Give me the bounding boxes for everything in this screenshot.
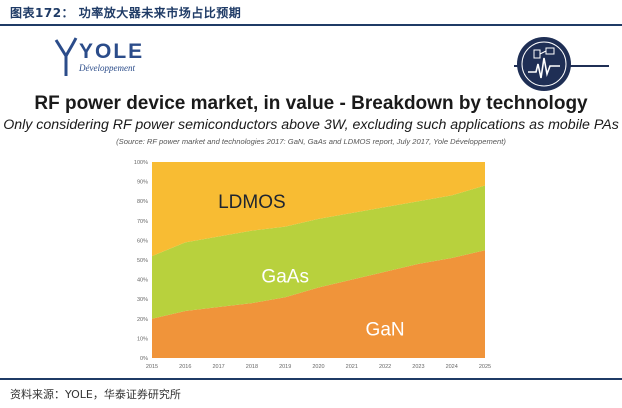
y-tick-label: 40%	[137, 278, 148, 284]
x-tick-label: 2016	[179, 364, 191, 370]
footer-source: 资料来源：YOLE，华泰证券研究所	[10, 388, 181, 401]
x-tick-label: 2023	[412, 364, 424, 370]
chart-subtitle: Only considering RF power semiconductors…	[3, 117, 619, 133]
x-tick-label: 2015	[146, 364, 158, 370]
y-tick-label: 90%	[137, 180, 148, 186]
figure-header: 图表172： 功率放大器未来市场占比预期	[0, 0, 622, 26]
chart-source-note: (Source: RF power market and technologie…	[116, 137, 506, 146]
logo-subtitle: Développement	[79, 63, 135, 73]
rf-circuit-badge-icon	[517, 37, 571, 91]
y-tick-label: 20%	[137, 317, 148, 323]
area-label-gaas: GaAs	[261, 267, 309, 288]
x-tick-label: 2025	[479, 364, 491, 370]
chart-title: RF power device market, in value - Break…	[34, 93, 588, 114]
y-tick-label: 70%	[137, 219, 148, 225]
x-tick-label: 2018	[246, 364, 258, 370]
y-tick-label: 100%	[134, 160, 148, 166]
yole-logo: YOLE Développement	[52, 34, 182, 80]
x-tick-label: 2024	[446, 364, 458, 370]
area-label-ldmos: LDMOS	[218, 192, 286, 213]
x-tick-label: 2019	[279, 364, 291, 370]
y-tick-label: 10%	[137, 336, 148, 342]
y-tick-label: 50%	[137, 258, 148, 264]
area-series-gaas	[152, 185, 485, 319]
figure-footer: 资料来源：YOLE，华泰证券研究所	[0, 378, 622, 408]
figure-header-text: 图表172： 功率放大器未来市场占比预期	[10, 6, 242, 20]
y-tick-label: 30%	[137, 297, 148, 303]
y-tick-label: 0%	[140, 356, 148, 362]
area-label-gan: GaN	[366, 320, 405, 341]
y-tick-label: 60%	[137, 238, 148, 244]
area-series-gan	[152, 250, 485, 358]
logo-name: YOLE	[79, 40, 145, 63]
yole-y-icon	[54, 37, 78, 76]
x-tick-label: 2022	[379, 364, 391, 370]
x-tick-label: 2020	[312, 364, 324, 370]
area-series-ldmos	[152, 162, 485, 257]
y-tick-label: 80%	[137, 199, 148, 205]
x-tick-label: 2017	[212, 364, 224, 370]
x-tick-label: 2021	[346, 364, 358, 370]
